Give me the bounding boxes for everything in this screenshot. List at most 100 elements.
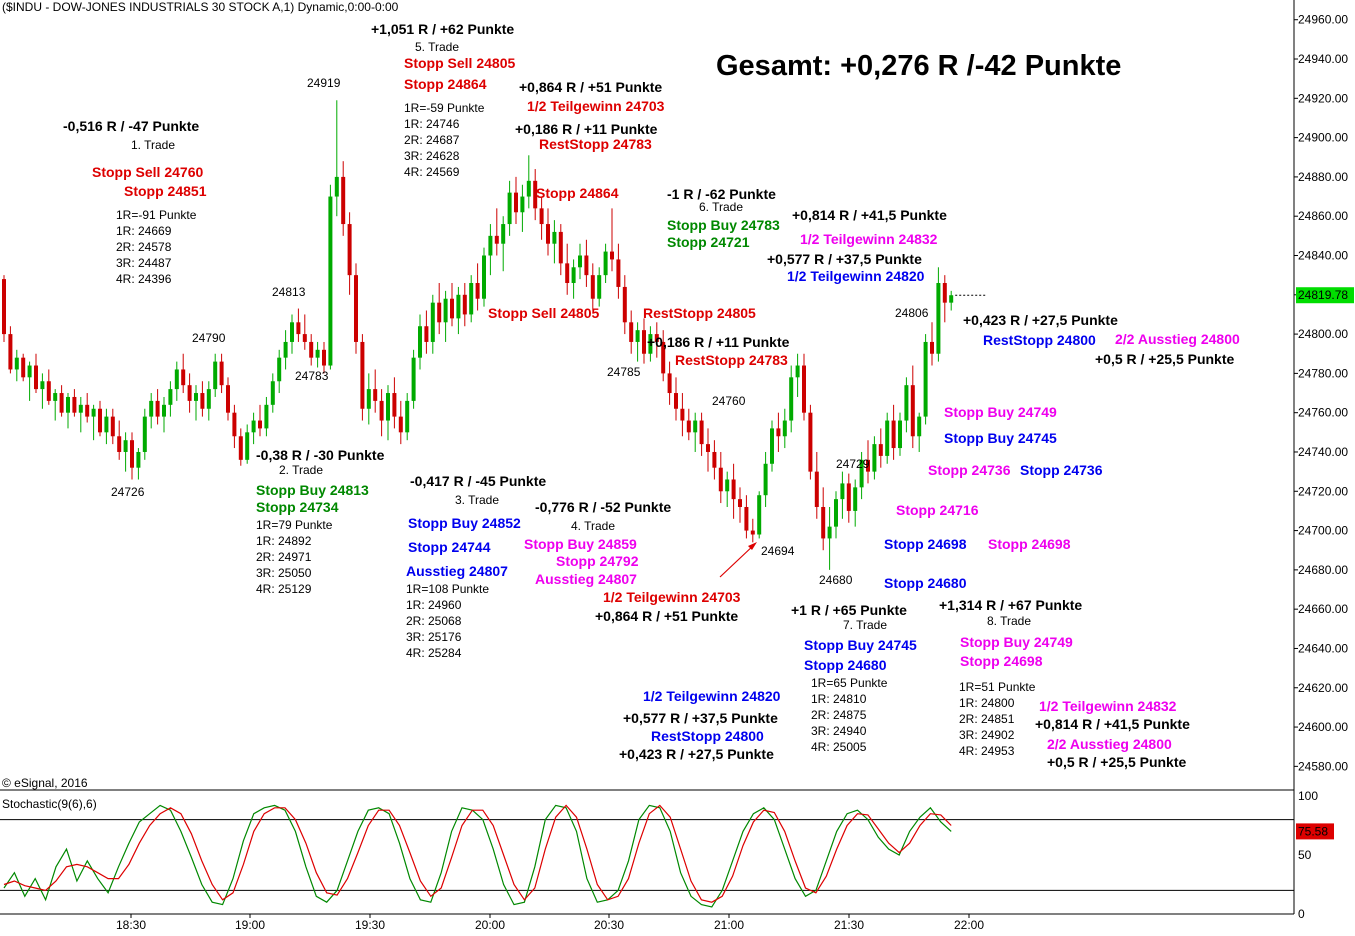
candle-body (142, 416, 147, 452)
trade-annotation: 1/2 Teilgewinn 24832 (800, 231, 938, 247)
trade-annotation: 4. Trade (571, 519, 616, 533)
time-tick-label: 20:00 (475, 918, 505, 932)
candle-body (290, 322, 294, 342)
price-tick-label: 24720.00 (1298, 484, 1348, 498)
price-tick-label: 24620.00 (1298, 681, 1348, 695)
candle-body (315, 349, 320, 358)
trade-annotation: 8. Trade (987, 614, 1032, 628)
price-tick-label: 24760.00 (1298, 406, 1348, 420)
trade-annotation: 4R: 24953 (959, 744, 1015, 758)
trade-annotation: 3. Trade (455, 493, 500, 507)
trade-annotation: Stopp Buy 24813 (256, 482, 369, 498)
trade-annotation: -0,776 R / -52 Punkte (535, 499, 672, 515)
candle-body (155, 400, 160, 417)
candle-body (494, 235, 499, 244)
stoch-tick-label: 100 (1298, 789, 1318, 803)
trade-annotation: Stopp Sell 24760 (92, 164, 204, 180)
candle-body (443, 298, 448, 323)
trade-annotation: 4R: 25129 (256, 582, 312, 596)
candle-body (475, 283, 480, 299)
trade-annotation: 1R: 24960 (406, 598, 462, 612)
candle-body (40, 381, 45, 390)
candle-body (8, 334, 13, 370)
trade-annotation: Stopp 24792 (556, 553, 639, 569)
candle-body (590, 275, 595, 299)
trade-annotation: +0,423 R / +27,5 Punkte (963, 312, 1118, 328)
candle-body (750, 530, 755, 535)
trade-annotation: 4R: 24569 (404, 165, 460, 179)
trade-annotation: Ausstieg 24807 (406, 563, 508, 579)
candle-body (853, 487, 858, 511)
trade-annotation: Stopp 24698 (988, 536, 1071, 552)
candle-body (814, 471, 819, 507)
candle-body (635, 330, 640, 342)
trade-annotation: Stopp Sell 24805 (488, 305, 600, 321)
stoch-tick-label: 0 (1298, 907, 1305, 921)
candle-body (245, 432, 250, 460)
candle-body (667, 373, 672, 394)
candle-body (206, 389, 211, 409)
candle-body (584, 255, 589, 276)
candle-body (27, 365, 32, 378)
trade-annotation: +0,423 R / +27,5 Punkte (619, 746, 774, 762)
candle-body (846, 483, 851, 511)
stoch-last-label: 75.58 (1298, 824, 1328, 838)
candle-body (462, 294, 467, 315)
price-level-label: 24729 (836, 457, 870, 471)
candle-body (174, 369, 179, 390)
price-level-label: 24813 (272, 285, 306, 299)
trade-annotation: Stopp Buy 24745 (804, 637, 917, 653)
price-level-label: 24806 (895, 306, 929, 320)
candle-body (219, 361, 224, 386)
trade-annotation: Stopp 24680 (804, 657, 887, 673)
trade-annotation: 2R: 24578 (116, 240, 172, 254)
candle-body (654, 334, 659, 342)
price-tick-label: 24940.00 (1298, 52, 1348, 66)
candle-body (130, 440, 134, 468)
price-level-label: 24919 (307, 76, 341, 90)
trade-annotation: +1 R / +65 Punkte (791, 602, 907, 618)
candle-body (904, 385, 909, 421)
candle-body (2, 279, 6, 335)
candle-body (360, 341, 365, 409)
candle-body (930, 341, 934, 354)
candle-body (162, 404, 166, 417)
candle-body (200, 393, 205, 409)
trade-annotation: 1/2 Teilgewinn 24703 (527, 98, 665, 114)
stoch-tick-label: 50 (1298, 848, 1312, 862)
candle-body (808, 412, 813, 472)
candle-body (718, 467, 723, 492)
trade-annotation: Stopp 24851 (124, 183, 207, 199)
candle-body (827, 526, 832, 539)
candle-body (616, 259, 621, 287)
trade-annotation: 1R: 24810 (811, 692, 867, 706)
last-price-label: 24819.78 (1298, 288, 1348, 302)
stoch-d-line (3, 804, 952, 903)
price-level-label: 24726 (111, 485, 145, 499)
candle-body (379, 400, 384, 421)
candle-body (501, 224, 506, 244)
stochastic-title: Stochastic(9(6),6) (2, 797, 97, 811)
candle-body (450, 298, 454, 319)
candle-body (686, 420, 691, 433)
candle-body (661, 341, 666, 374)
candle-body (898, 420, 902, 449)
trade-annotation: 1R=65 Punkte (811, 676, 888, 690)
candle-body (283, 341, 288, 358)
candle-body (91, 408, 96, 417)
candle-body (117, 436, 122, 452)
arrow-line (719, 543, 756, 578)
candle-body (482, 255, 486, 299)
candle-body (622, 286, 627, 323)
trade-annotation: Stopp Buy 24783 (667, 217, 780, 233)
price-level-label: 24760 (712, 394, 746, 408)
trade-annotation: 1R: 24800 (959, 696, 1015, 710)
candle-body (610, 251, 614, 260)
trade-annotation: +0,864 R / +51 Punkte (519, 79, 663, 95)
candle-body (706, 444, 710, 452)
candle-body (776, 428, 781, 437)
trade-annotation: +0,814 R / +41,5 Punkte (792, 207, 947, 223)
candle-body (757, 495, 762, 535)
candle-body (354, 275, 358, 342)
trade-annotation: +0,864 R / +51 Punkte (595, 608, 739, 624)
